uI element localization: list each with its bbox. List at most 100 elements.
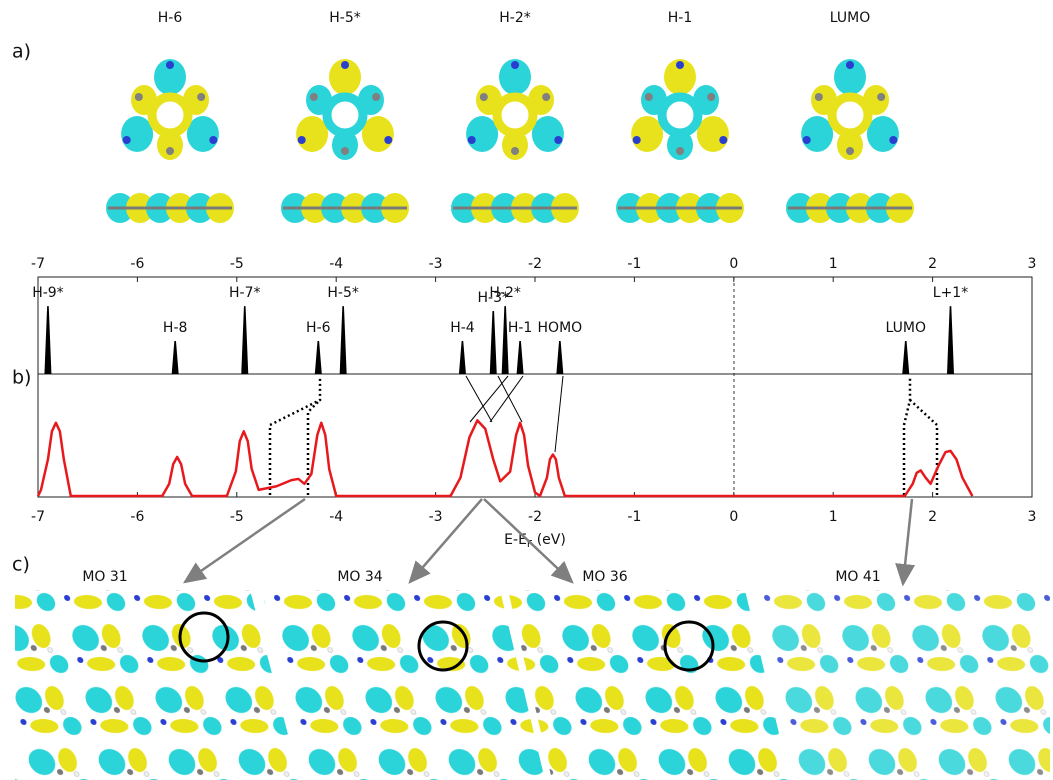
x-tick-label: -2	[528, 509, 542, 525]
atom	[467, 136, 476, 144]
orbital-ring	[827, 92, 873, 138]
x-tick-label: -7	[31, 256, 45, 272]
orbital-label: H-6	[158, 10, 183, 26]
x-tick-label: 1	[829, 256, 838, 272]
orbital-lobe	[332, 130, 358, 160]
orbital-lobe	[801, 116, 834, 152]
atom	[632, 136, 641, 144]
atom	[511, 61, 519, 69]
level-label: HOMO	[538, 320, 583, 336]
atom	[297, 136, 306, 144]
mo-image	[15, 590, 300, 780]
atom	[309, 93, 318, 101]
level-label: H-9*	[32, 285, 64, 301]
x-tick-label: 0	[729, 256, 738, 272]
atom	[707, 93, 716, 101]
atom	[889, 136, 898, 144]
x-tick-label: -3	[429, 256, 443, 272]
orbital-lobe	[837, 130, 863, 160]
atom	[341, 147, 349, 155]
mo-image	[755, 590, 1050, 780]
panel-label: c)	[12, 554, 30, 576]
orbital-lobe	[531, 116, 564, 152]
panel-label: b)	[12, 367, 31, 389]
atom	[846, 61, 854, 69]
x-tick-label: 0	[729, 509, 738, 525]
orbital-lobe	[834, 59, 866, 95]
orbital-label: H-2*	[499, 10, 531, 26]
x-tick-label: 1	[829, 509, 838, 525]
orbital-lobe	[667, 130, 693, 160]
correlation-dotted	[268, 376, 939, 495]
mo-label: MO 31	[82, 569, 127, 585]
level-label: L+1*	[933, 285, 968, 301]
level-label: H-3*	[478, 290, 510, 306]
level-label: H-8	[163, 320, 188, 336]
level-peak	[314, 341, 322, 374]
level-peak	[516, 341, 524, 374]
atom	[719, 136, 728, 144]
orbital-lobe	[157, 130, 183, 160]
mo-label: MO 41	[835, 569, 880, 585]
mo-image	[262, 590, 545, 780]
x-tick-label: 2	[928, 509, 937, 525]
level-peak	[501, 306, 509, 374]
atom	[197, 93, 206, 101]
level-label: H-7*	[229, 285, 261, 301]
orbital-lobe	[696, 116, 729, 152]
x-tick-label: 2	[928, 256, 937, 272]
level-peak	[171, 341, 179, 374]
atom	[877, 93, 886, 101]
level-peak	[489, 310, 497, 374]
orbital-label: LUMO	[830, 10, 870, 26]
x-tick-label: -5	[230, 509, 244, 525]
x-tick-label: -4	[329, 256, 343, 272]
atom	[341, 61, 349, 69]
level-label: H-5*	[327, 285, 359, 301]
atom	[542, 93, 551, 101]
atom	[209, 136, 218, 144]
orbital-lobe	[296, 116, 329, 152]
x-tick-label: -1	[627, 509, 641, 525]
mo-label: MO 34	[337, 569, 382, 585]
orbital-lobe	[154, 59, 186, 95]
atom	[166, 147, 174, 155]
orbital-images	[106, 59, 914, 223]
x-tick-label: -6	[130, 256, 144, 272]
mo-image	[508, 590, 790, 780]
atom	[372, 93, 381, 101]
atom	[511, 147, 519, 155]
x-tick-label: -3	[429, 509, 443, 525]
pdos-frame	[37, 373, 1033, 498]
atom	[676, 147, 684, 155]
x-tick-label: -1	[627, 256, 641, 272]
level-label: H-4	[450, 320, 475, 336]
panel-label: a)	[12, 41, 31, 63]
x-tick-label: -5	[230, 256, 244, 272]
atom	[479, 93, 488, 101]
atom	[802, 136, 811, 144]
orbital-lobe	[866, 116, 899, 152]
x-axis-label: E-EF (eV)	[504, 532, 566, 550]
x-tick-label: 3	[1028, 509, 1037, 525]
level-peak	[902, 341, 910, 374]
orbital-label: H-1	[668, 10, 693, 26]
level-peak	[44, 306, 52, 374]
atom	[122, 136, 131, 144]
atom	[166, 61, 174, 69]
x-tick-label: -4	[329, 509, 343, 525]
atom	[846, 147, 854, 155]
x-tick-label: 3	[1028, 256, 1037, 272]
orbital-lobe	[664, 59, 696, 95]
orbital-label: H-5*	[329, 10, 361, 26]
x-tick-label: -7	[31, 509, 45, 525]
correlation-lines	[465, 375, 564, 453]
atom	[814, 93, 823, 101]
level-label: H-6	[306, 320, 331, 336]
atom	[676, 61, 684, 69]
orbital-lobe	[361, 116, 394, 152]
atom	[554, 136, 563, 144]
level-peak	[241, 306, 249, 374]
